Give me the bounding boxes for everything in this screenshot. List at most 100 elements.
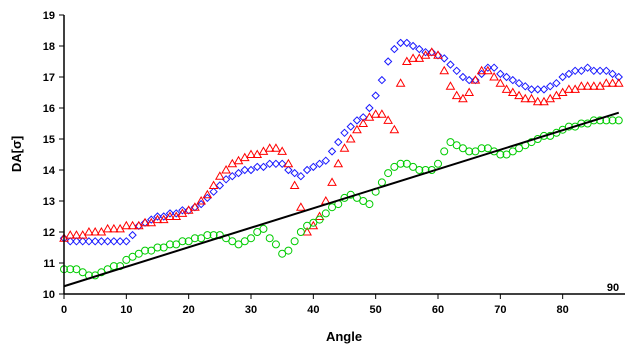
- diamond-point: [302, 165, 312, 175]
- triangle-point: [277, 146, 288, 155]
- circle-point: [614, 116, 623, 125]
- x-tick-label: 80: [557, 304, 569, 316]
- x-tick-label: 40: [307, 304, 319, 316]
- diamond-point: [109, 237, 119, 246]
- triangle-point: [296, 202, 306, 211]
- triangle-point: [339, 143, 350, 152]
- diamond-point: [570, 66, 580, 76]
- diamond-point: [296, 171, 306, 181]
- diamond-point: [602, 66, 611, 76]
- triangle-point: [507, 87, 518, 96]
- triangle-point: [395, 78, 406, 87]
- y-tick-label: 13: [43, 196, 55, 208]
- circle-point: [608, 116, 617, 125]
- x-tick-label: 10: [120, 304, 132, 316]
- triangle-point: [532, 96, 543, 106]
- diamond-point: [253, 162, 262, 172]
- circle-point: [458, 144, 467, 153]
- circle-point: [159, 243, 168, 252]
- diamond-point: [446, 60, 455, 69]
- triangle-point: [71, 230, 82, 239]
- triangle-point: [588, 81, 599, 90]
- circle-point: [508, 147, 517, 156]
- diamond-point: [371, 91, 380, 100]
- triangle-point: [426, 47, 437, 56]
- circle-point: [271, 240, 280, 249]
- triangle-point: [495, 78, 506, 87]
- diamond-point: [527, 85, 536, 94]
- triangle-point: [514, 90, 524, 100]
- triangle-point: [352, 124, 362, 134]
- x-tick-label: 60: [432, 304, 444, 316]
- circle-point: [259, 224, 268, 233]
- triangle-point: [564, 84, 574, 93]
- triangle-point: [102, 223, 113, 233]
- triangle-point: [327, 177, 337, 186]
- circle-point: [141, 246, 150, 255]
- circle-point: [172, 240, 181, 249]
- diamond-point: [533, 85, 542, 94]
- x-tick-label: 20: [183, 304, 195, 316]
- circle-point: [165, 240, 174, 249]
- circle-point: [265, 234, 274, 243]
- y-tick-label: 10: [43, 289, 55, 301]
- y-tick-label: 18: [43, 41, 55, 53]
- circle-point: [471, 147, 480, 156]
- triangle-point: [302, 226, 312, 236]
- diamond-point: [502, 72, 511, 82]
- diamond-point: [78, 237, 87, 246]
- diamond-point: [608, 69, 617, 79]
- diamond-point: [408, 41, 418, 51]
- circle-point: [122, 255, 131, 264]
- triangle-point: [408, 53, 418, 62]
- x-tick-label-end: 90: [607, 282, 619, 294]
- diamond-point: [240, 165, 249, 175]
- triangle-point: [121, 220, 132, 230]
- triangle-point: [333, 158, 344, 168]
- triangle-point: [165, 211, 175, 220]
- diamond-point: [577, 66, 586, 76]
- diamond-point: [508, 75, 518, 85]
- x-tick-label: 70: [494, 304, 506, 316]
- triangle-point: [283, 158, 294, 168]
- triangle-point: [370, 109, 381, 118]
- diamond-point: [396, 38, 405, 48]
- triangle-point: [246, 149, 256, 158]
- triangle-point: [389, 124, 400, 134]
- diamond-point: [178, 206, 187, 215]
- diamond-point: [84, 237, 94, 246]
- triangle-point: [314, 211, 325, 220]
- diamond-point: [271, 159, 281, 169]
- circle-point: [203, 231, 212, 240]
- diamond-point: [234, 168, 243, 178]
- diamond-point: [327, 147, 337, 156]
- diamond-point: [246, 165, 256, 175]
- circle-point: [303, 221, 312, 230]
- series-diamond: [59, 38, 623, 246]
- diamond-point: [153, 212, 162, 221]
- diamond-point: [165, 209, 175, 218]
- triangle-point: [476, 65, 487, 75]
- triangle-point: [383, 115, 393, 124]
- circle-point: [97, 268, 106, 277]
- diamond-point: [122, 237, 131, 246]
- diamond-point: [415, 44, 424, 54]
- triangle-point: [613, 78, 624, 87]
- tick-layer: 10 11 12 13 14 15 16 17 18 19 0 10 20 30 40 50 60 70 80 90: [43, 10, 619, 316]
- diamond-point: [284, 165, 293, 175]
- diamond-point: [365, 103, 374, 113]
- circle-point: [147, 246, 156, 255]
- diamond-point: [421, 47, 430, 57]
- triangle-point: [358, 118, 369, 127]
- triangle-point: [483, 65, 493, 75]
- diamond-point: [483, 63, 493, 72]
- diamond-point: [265, 159, 274, 169]
- triangle-point: [501, 84, 512, 93]
- triangle-point: [489, 71, 499, 81]
- diamond-point: [159, 212, 168, 221]
- diamond-point: [595, 66, 605, 76]
- triangle-point: [451, 90, 462, 100]
- diamond-point: [464, 75, 474, 85]
- circle-point: [128, 252, 137, 261]
- diamond-point: [558, 72, 567, 82]
